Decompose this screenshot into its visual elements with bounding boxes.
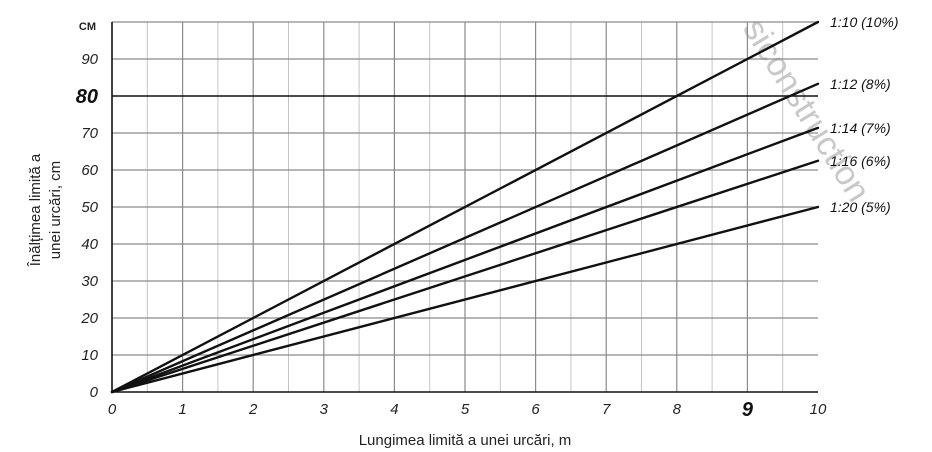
x-tick-label: 4 <box>390 401 398 418</box>
labels-group: 0 1 2 3 4 5 6 7 8 9 10 0 10 20 30 40 50 60 70 80 90 1:10 (10%… <box>76 14 899 421</box>
y-tick-label: 30 <box>81 273 98 290</box>
y-tick-label: 50 <box>81 199 98 216</box>
x-tick-label: 2 <box>248 401 258 418</box>
y-tick-label: 60 <box>81 162 98 179</box>
y-tick-label: 20 <box>80 310 98 327</box>
x-tick-label: 9 <box>742 399 754 421</box>
y-tick-label: 70 <box>81 125 98 142</box>
series-group <box>110 20 820 394</box>
y-tick-label: 10 <box>81 347 98 364</box>
series-label: 1:12 (8%) <box>830 76 891 92</box>
series-label: 1:16 (6%) <box>830 153 891 169</box>
series-line <box>110 159 820 394</box>
x-tick-label: 8 <box>673 401 682 418</box>
series-label: 1:10 (10%) <box>830 14 898 30</box>
y-tick-label: 0 <box>90 384 99 401</box>
x-tick-label: 1 <box>178 401 186 418</box>
x-tick-label: 5 <box>461 401 470 418</box>
x-tick-label: 10 <box>810 401 827 418</box>
y-tick-label: 40 <box>81 236 98 253</box>
axes <box>111 22 818 393</box>
x-tick-label: 0 <box>108 401 117 418</box>
series-label: 1:20 (5%) <box>830 199 891 215</box>
x-tick-label: 3 <box>320 401 329 418</box>
series-line <box>110 82 820 394</box>
x-tick-label: 7 <box>602 401 611 418</box>
y-tick-label: 80 <box>76 86 98 108</box>
y-axis-title: Înălțimea limită a unei urcări, cm <box>27 153 64 267</box>
series-label: 1:14 (7%) <box>830 120 891 136</box>
series-line <box>110 20 820 394</box>
x-tick-label: 6 <box>531 401 540 418</box>
x-axis-title: Lungimea limită a unei urcări, m <box>359 432 572 449</box>
series-line <box>110 205 820 394</box>
y-unit-label: CM <box>79 21 96 33</box>
series-line <box>110 126 820 394</box>
y-tick-label: 90 <box>81 51 98 68</box>
